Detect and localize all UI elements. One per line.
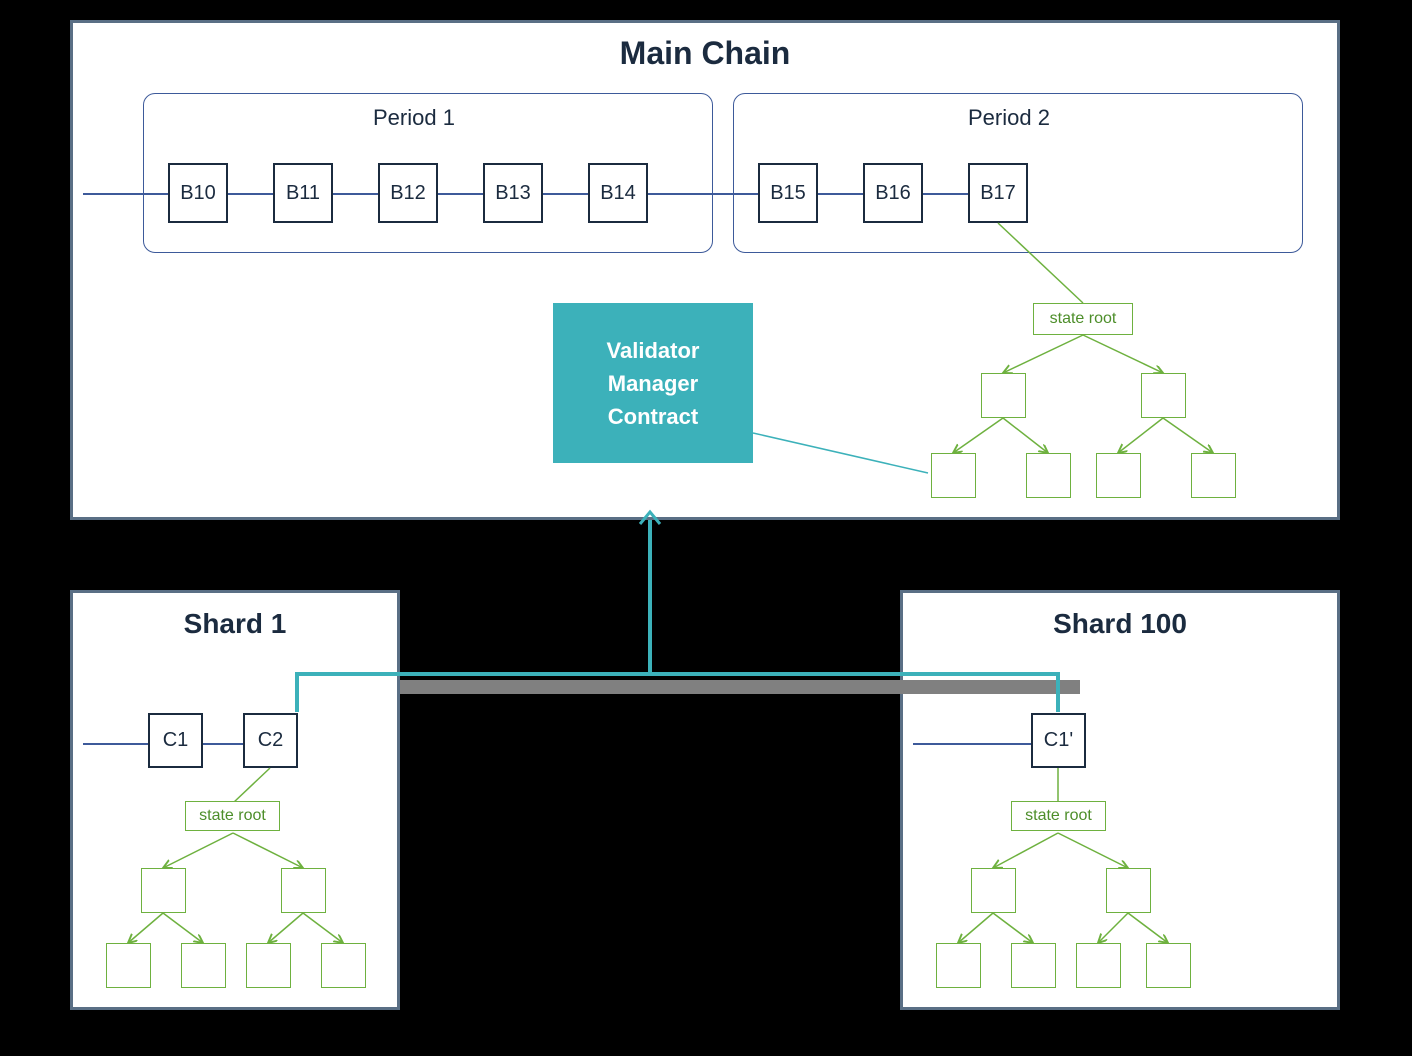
shard100-l2 [1011, 943, 1056, 988]
main-tree-n2 [1141, 373, 1186, 418]
main-chain-panel: Main Chain Period 1 Period 2 B10 B11 B12… [70, 20, 1340, 520]
shard100-title: Shard 100 [1053, 608, 1187, 640]
shard1-n2 [281, 868, 326, 913]
shard1-title: Shard 1 [184, 608, 287, 640]
period2-label: Period 2 [968, 105, 1050, 131]
shard100-n1 [971, 868, 1016, 913]
vmc-line1: Validator [607, 334, 700, 367]
shard100-c1: C1' [1031, 713, 1086, 768]
shard100-state-root: state root [1011, 801, 1106, 831]
shard100-chain-line [913, 743, 1048, 745]
main-tree-n1 [981, 373, 1026, 418]
shard100-n2 [1106, 868, 1151, 913]
shard100-l3 [1076, 943, 1121, 988]
block-b13: B13 [483, 163, 543, 223]
teal-v-left [295, 672, 299, 712]
shard1-c1: C1 [148, 713, 203, 768]
main-chain-title: Main Chain [620, 35, 791, 72]
shard100-panel: Shard 100 C1' state root [900, 590, 1340, 1010]
block-b11: B11 [273, 163, 333, 223]
shard1-l4 [321, 943, 366, 988]
range-label: 1 100 [620, 693, 692, 716]
shard1-l2 [181, 943, 226, 988]
teal-v-center [648, 520, 652, 676]
vmc-line2: Manager [608, 367, 698, 400]
block-b14: B14 [588, 163, 648, 223]
shard100-l1 [936, 943, 981, 988]
main-tree-l4 [1191, 453, 1236, 498]
main-state-root: state root [1033, 303, 1133, 335]
vmc-line3: Contract [608, 400, 698, 433]
gray-bar [400, 680, 1080, 694]
shard1-c2: C2 [243, 713, 298, 768]
block-b17: B17 [968, 163, 1028, 223]
main-tree-l2 [1026, 453, 1071, 498]
block-b16: B16 [863, 163, 923, 223]
main-tree-l3 [1096, 453, 1141, 498]
period1-label: Period 1 [373, 105, 455, 131]
block-b15: B15 [758, 163, 818, 223]
block-b10: B10 [168, 163, 228, 223]
block-b12: B12 [378, 163, 438, 223]
teal-v-right [1056, 672, 1060, 712]
shard1-state-root: state root [185, 801, 280, 831]
main-tree-l1 [931, 453, 976, 498]
shard100-l4 [1146, 943, 1191, 988]
shard1-l3 [246, 943, 291, 988]
teal-h-line [295, 672, 1060, 676]
validator-manager-contract: Validator Manager Contract [553, 303, 753, 463]
shard1-panel: Shard 1 C1 C2 state root [70, 590, 400, 1010]
shard1-n1 [141, 868, 186, 913]
shard1-l1 [106, 943, 151, 988]
